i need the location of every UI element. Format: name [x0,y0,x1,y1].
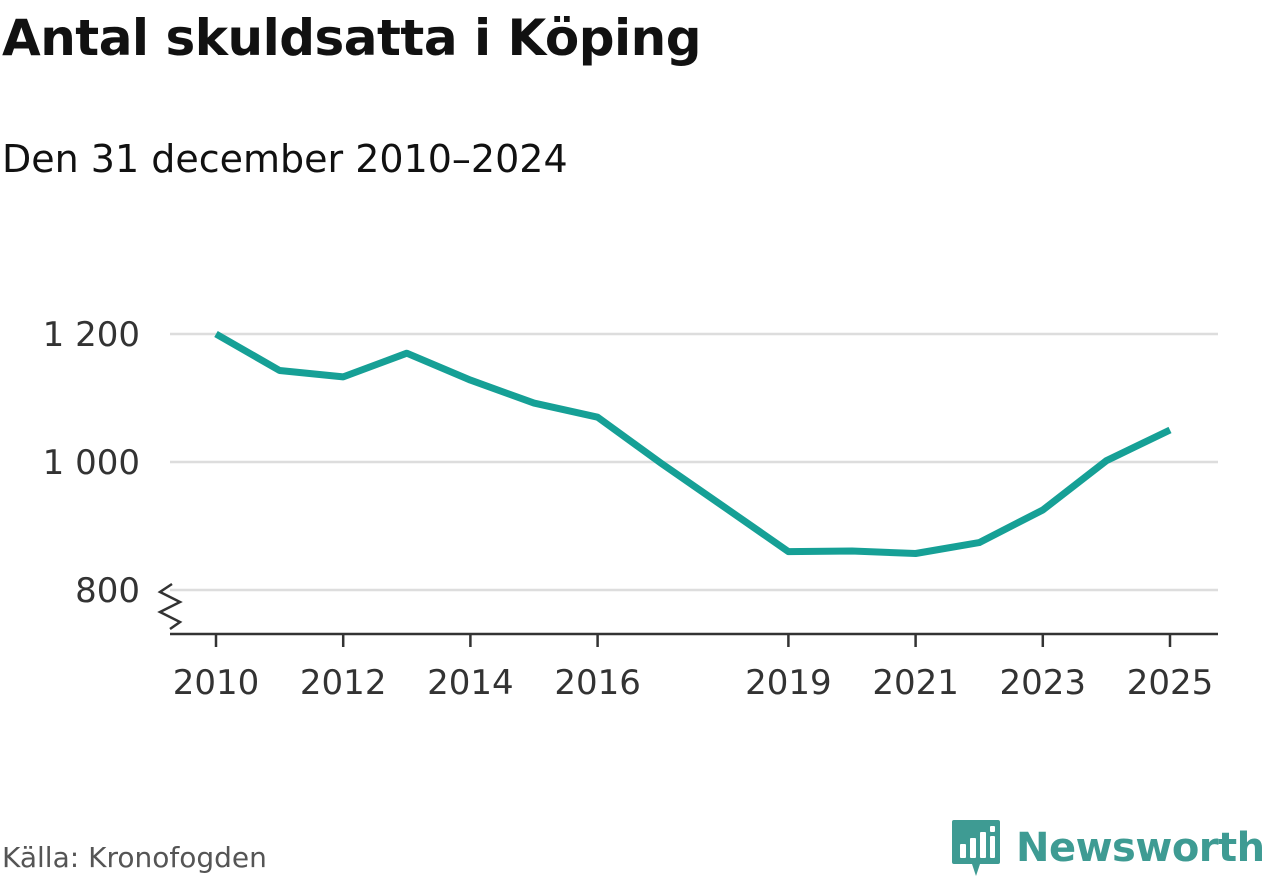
brand: Newsworthy [950,818,1262,878]
chart-subtitle: Den 31 december 2010–2024 [2,137,568,181]
series-line-0 [214,330,1172,557]
data-point-2015 [531,400,538,407]
chart-title: Antal skuldsatta i Köping [2,9,702,67]
data-point-2018 [721,504,728,511]
x-tick-label: 2014 [427,663,514,703]
data-point-2024 [1103,457,1110,464]
x-tick-label: 2010 [173,663,260,703]
series [213,330,1174,557]
y-tick-label: 1 200 [43,315,140,355]
data-point-2010 [213,331,220,338]
data-point-2025 [1167,427,1174,434]
data-point-2012 [340,373,347,380]
y-axis-ticks: 800 1 000 1 200 [43,315,140,611]
newsworthy-logo-icon [952,820,1000,876]
data-point-2017 [658,460,665,467]
x-tick-label: 2023 [1000,663,1087,703]
grid-lines [170,332,1218,592]
x-axis [157,582,1218,636]
y-tick-label: 800 [75,571,140,611]
data-point-2022 [976,539,983,546]
brand-name: Newsworthy [1016,825,1262,871]
x-tick-label: 2025 [1127,663,1214,703]
data-point-2014 [467,377,474,384]
data-point-2023 [1039,507,1046,514]
x-axis-ticks: 2010 2012 2014 2016 2019 2021 2023 2025 [173,634,1214,703]
x-tick-label: 2012 [300,663,387,703]
x-tick-label: 2021 [872,663,959,703]
data-point-2013 [403,350,410,357]
x-tick-label: 2016 [554,663,641,703]
axis-break-icon [157,582,183,631]
data-point-2019 [785,548,792,555]
source-note: Källa: Kronofogden [2,841,267,874]
data-point-2021 [912,550,919,557]
data-point-2011 [276,367,283,374]
data-point-2020 [849,547,856,554]
y-tick-label: 1 000 [43,443,140,483]
data-point-2016 [594,414,601,421]
x-tick-label: 2019 [745,663,832,703]
